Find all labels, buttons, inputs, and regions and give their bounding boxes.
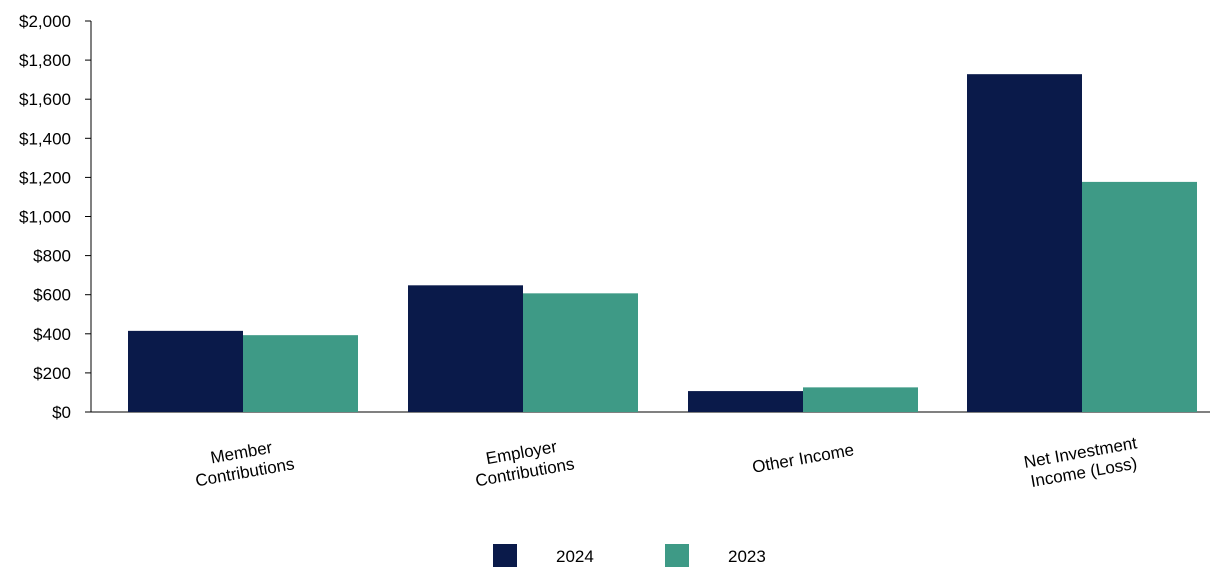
legend-swatch (665, 544, 689, 567)
bar-2024 (128, 330, 243, 412)
category-label-line: Other Income (751, 440, 856, 477)
bar-2024 (688, 391, 803, 412)
bar-2023 (243, 335, 358, 412)
legend-label: 2024 (556, 547, 594, 566)
y-tick-label: $1,600 (19, 90, 71, 109)
y-tick-label: $800 (33, 247, 71, 266)
y-tick-label: $0 (52, 403, 71, 422)
category-label: Other Income (751, 440, 856, 477)
y-tick-label: $600 (33, 286, 71, 305)
bar-2023 (803, 387, 918, 412)
y-tick-label: $1,800 (19, 51, 71, 70)
y-tick-label: $1,200 (19, 168, 71, 187)
bar-2024 (408, 285, 523, 412)
y-tick-label: $1,000 (19, 208, 71, 227)
bar-2023 (1082, 181, 1197, 412)
bar-2023 (523, 293, 638, 412)
legend-label: 2023 (728, 547, 766, 566)
legend-swatch (493, 544, 517, 567)
bars-layer (128, 74, 1197, 413)
bar-2024 (967, 74, 1082, 413)
axis-layer: $0 $200 $400 $600 $800 $1,000 $1,200 $1,400 $1,6… (19, 12, 1210, 422)
y-tick-label: $400 (33, 325, 71, 344)
legend: 2024 2023 (493, 544, 766, 567)
legend-item-2023: 2023 (665, 544, 766, 567)
y-tick-label: $2,000 (19, 12, 71, 31)
y-tick-label: $1,400 (19, 129, 71, 148)
legend-item-2024: 2024 (493, 544, 594, 567)
y-tick-label: $200 (33, 364, 71, 383)
